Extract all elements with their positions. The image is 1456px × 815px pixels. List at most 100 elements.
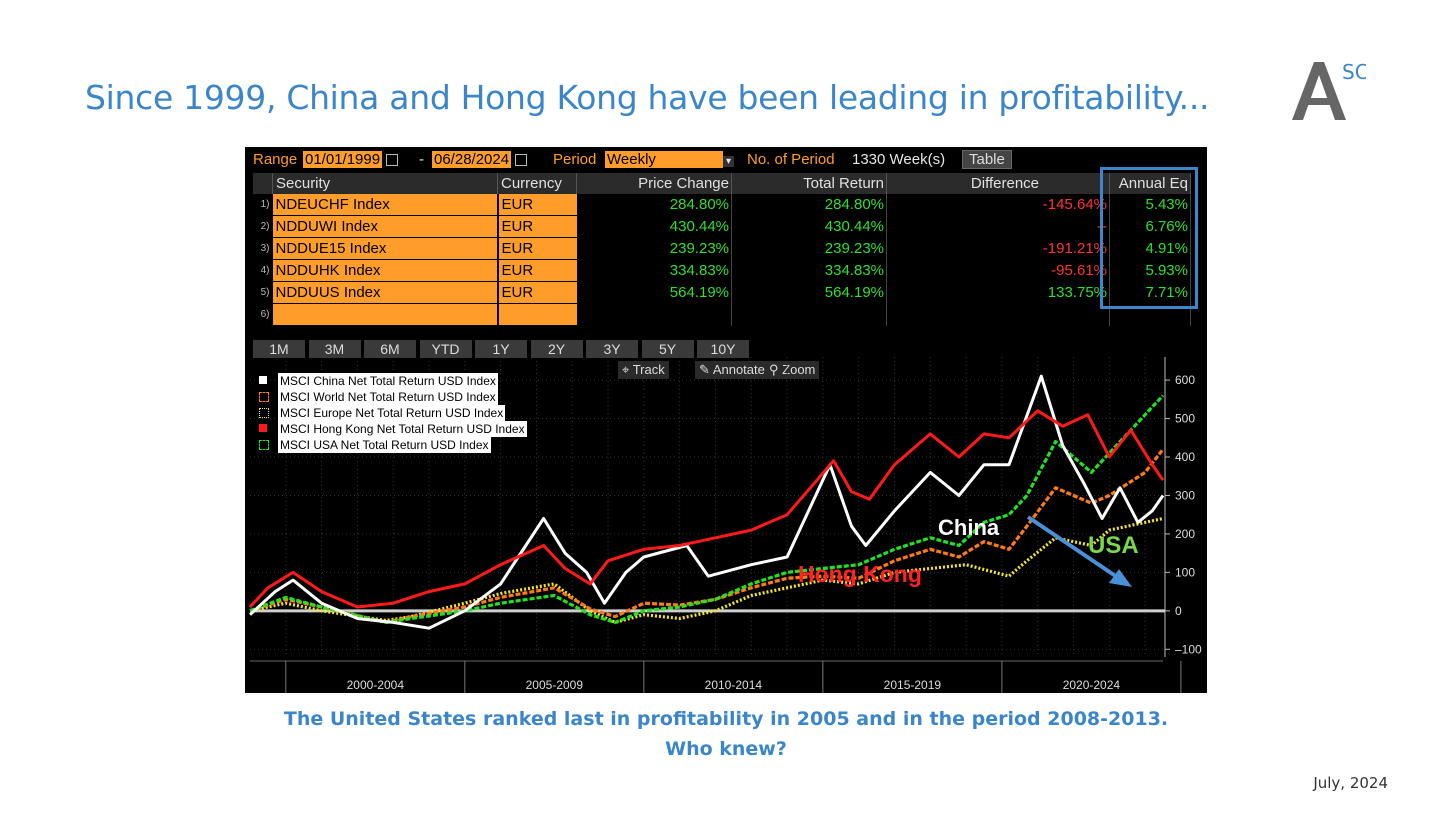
y-tick-label: 600 <box>1175 373 1195 387</box>
annual-eq-cell: 5.93% <box>1109 259 1191 282</box>
legend-swatch <box>259 440 269 450</box>
difference-cell: -191.21% <box>886 237 1110 260</box>
table-row[interactable]: 1) NDEUCHF Index EUR 284.80% 284.80% -145.64%… <box>253 194 1191 216</box>
header-total-return[interactable]: Total Return <box>731 173 887 194</box>
range-tab[interactable]: 2Y <box>530 340 583 358</box>
table-row[interactable]: 6) <box>253 303 1191 326</box>
table-row[interactable]: 4) NDDUHK Index EUR 334.83% 334.83% -95.61% 5.… <box>253 259 1191 282</box>
total-return-cell: 334.83% <box>731 259 887 282</box>
header-currency[interactable]: Currency <box>497 173 577 194</box>
currency-cell: EUR <box>496 237 577 260</box>
security-cell[interactable]: NDDUWI Index <box>272 215 498 238</box>
caption-line-2: Who knew? <box>665 738 787 760</box>
header-annual-eq[interactable]: Annual Eq <box>1109 173 1191 194</box>
range-dash: - <box>419 151 424 168</box>
legend-label: MSCI USA Net Total Return USD Index <box>278 437 491 453</box>
total-return-cell: 284.80% <box>731 194 887 216</box>
difference-cell: -95.61% <box>886 259 1110 282</box>
range-tab[interactable]: 3Y <box>586 340 638 358</box>
difference-cell <box>886 303 1110 326</box>
bloomberg-terminal: Range 01/01/1999 - 06/28/2024 Period Wee… <box>245 147 1207 693</box>
range-tab[interactable]: YTD <box>419 340 472 358</box>
y-tick-label: 0 <box>1175 604 1182 618</box>
series-line-europe <box>249 516 1164 624</box>
security-cell[interactable]: NDEUCHF Index <box>272 194 498 216</box>
y-tick-label: –100 <box>1175 642 1202 656</box>
magnifier-icon: ⚲ <box>769 362 779 377</box>
series-line-china <box>248 374 1165 630</box>
x-tick-label: 2005-2009 <box>526 678 584 692</box>
security-cell[interactable] <box>272 303 498 326</box>
price-change-cell <box>576 303 732 326</box>
series-line-hongkong <box>248 409 1165 609</box>
range-tab[interactable]: 5Y <box>641 340 694 358</box>
header-difference[interactable]: Difference <box>886 173 1110 194</box>
currency-cell <box>496 303 577 326</box>
legend-swatch <box>259 424 267 432</box>
price-change-cell: 239.23% <box>576 237 732 260</box>
header-price-change[interactable]: Price Change <box>576 173 732 194</box>
row-number: 6) <box>260 309 270 320</box>
chart-annotation: Hong Kong <box>798 561 922 587</box>
slide-title: Since 1999, China and Hong Kong have bee… <box>85 78 1210 117</box>
period-select[interactable]: Weekly ▾ <box>605 151 735 168</box>
total-return-cell: 239.23% <box>731 237 887 260</box>
range-tab[interactable]: 1Y <box>475 340 527 358</box>
calendar-icon <box>386 154 399 167</box>
header-security[interactable]: Security <box>272 173 498 194</box>
range-toolbar: Range 01/01/1999 - 06/28/2024 Period Wee… <box>245 147 1207 173</box>
total-return-cell <box>731 303 887 326</box>
table-row[interactable]: 3) NDDUE15 Index EUR 239.23% 239.23% -191.21%… <box>253 237 1191 260</box>
security-cell[interactable]: NDDUE15 Index <box>272 237 498 260</box>
start-date-field[interactable]: 01/01/1999 <box>303 151 399 168</box>
range-tab[interactable]: 3M <box>308 340 361 358</box>
track-button[interactable]: ⌖ Track <box>618 361 669 379</box>
range-tab[interactable]: 6M <box>364 340 416 358</box>
performance-chart: 600 500 400 300 200 100 0 –100 2000-2004 2005-200… <box>248 357 1202 693</box>
legend-swatch <box>259 376 267 384</box>
row-number: 1) <box>260 199 270 211</box>
slide-date: July, 2024 <box>1313 774 1388 792</box>
security-cell[interactable]: NDDUHK Index <box>272 259 498 282</box>
annotation-arrow <box>1026 515 1122 581</box>
x-tick-label: 2010-2014 <box>705 678 763 692</box>
periods-label: No. of Period <box>747 151 835 168</box>
y-tick-label: 100 <box>1175 565 1195 579</box>
range-tab[interactable]: 1M <box>253 340 305 358</box>
currency-cell: EUR <box>496 281 577 304</box>
currency-cell: EUR <box>496 194 577 216</box>
x-tick-label: 2000-2004 <box>347 678 405 692</box>
chevron-down-icon: ▾ <box>723 156 735 167</box>
slide-caption: The United States ranked last in profita… <box>230 704 1222 764</box>
annual-eq-highlight-box <box>1100 167 1198 309</box>
y-tick-label: 400 <box>1175 450 1195 464</box>
x-tick-label: 2020-2024 <box>1063 678 1121 692</box>
annual-eq-cell: 5.43% <box>1109 194 1191 216</box>
pencil-icon: ✎ <box>699 362 710 377</box>
row-number: 5) <box>260 287 270 298</box>
range-label: Range <box>253 151 298 168</box>
securities-table: Security Currency Price Change Total Ret… <box>253 173 1191 326</box>
security-cell[interactable]: NDDUUS Index <box>272 281 498 304</box>
currency-cell: EUR <box>496 259 577 282</box>
table-row[interactable]: 2) NDDUWI Index EUR 430.44% 430.44% -- 6.76% <box>253 215 1191 238</box>
chart-annotation: China <box>938 515 1000 540</box>
periods-value: 1330 Week(s) <box>852 151 946 168</box>
annual-eq-cell: 4.91% <box>1109 237 1191 260</box>
annual-eq-cell <box>1109 303 1191 326</box>
period-label: Period <box>553 151 597 168</box>
zoom-button[interactable]: ⚲ Zoom <box>765 361 820 379</box>
annual-eq-cell: 6.76% <box>1109 215 1191 238</box>
table-button[interactable]: Table <box>962 150 1012 169</box>
table-row[interactable]: 5) NDDUUS Index EUR 564.19% 564.19% 133.75% 7.… <box>253 281 1191 304</box>
annotate-button[interactable]: ✎ Annotate <box>695 361 769 379</box>
total-return-cell: 564.19% <box>731 281 887 304</box>
x-tick-label: 2015-2019 <box>884 678 942 692</box>
price-change-cell: 334.83% <box>576 259 732 282</box>
y-tick-label: 200 <box>1175 527 1195 541</box>
end-date-field[interactable]: 06/28/2024 <box>432 151 528 168</box>
legend-swatch <box>259 408 269 418</box>
series-line-usa <box>249 394 1165 624</box>
price-change-cell: 564.19% <box>576 281 732 304</box>
range-tab[interactable]: 10Y <box>697 340 749 358</box>
